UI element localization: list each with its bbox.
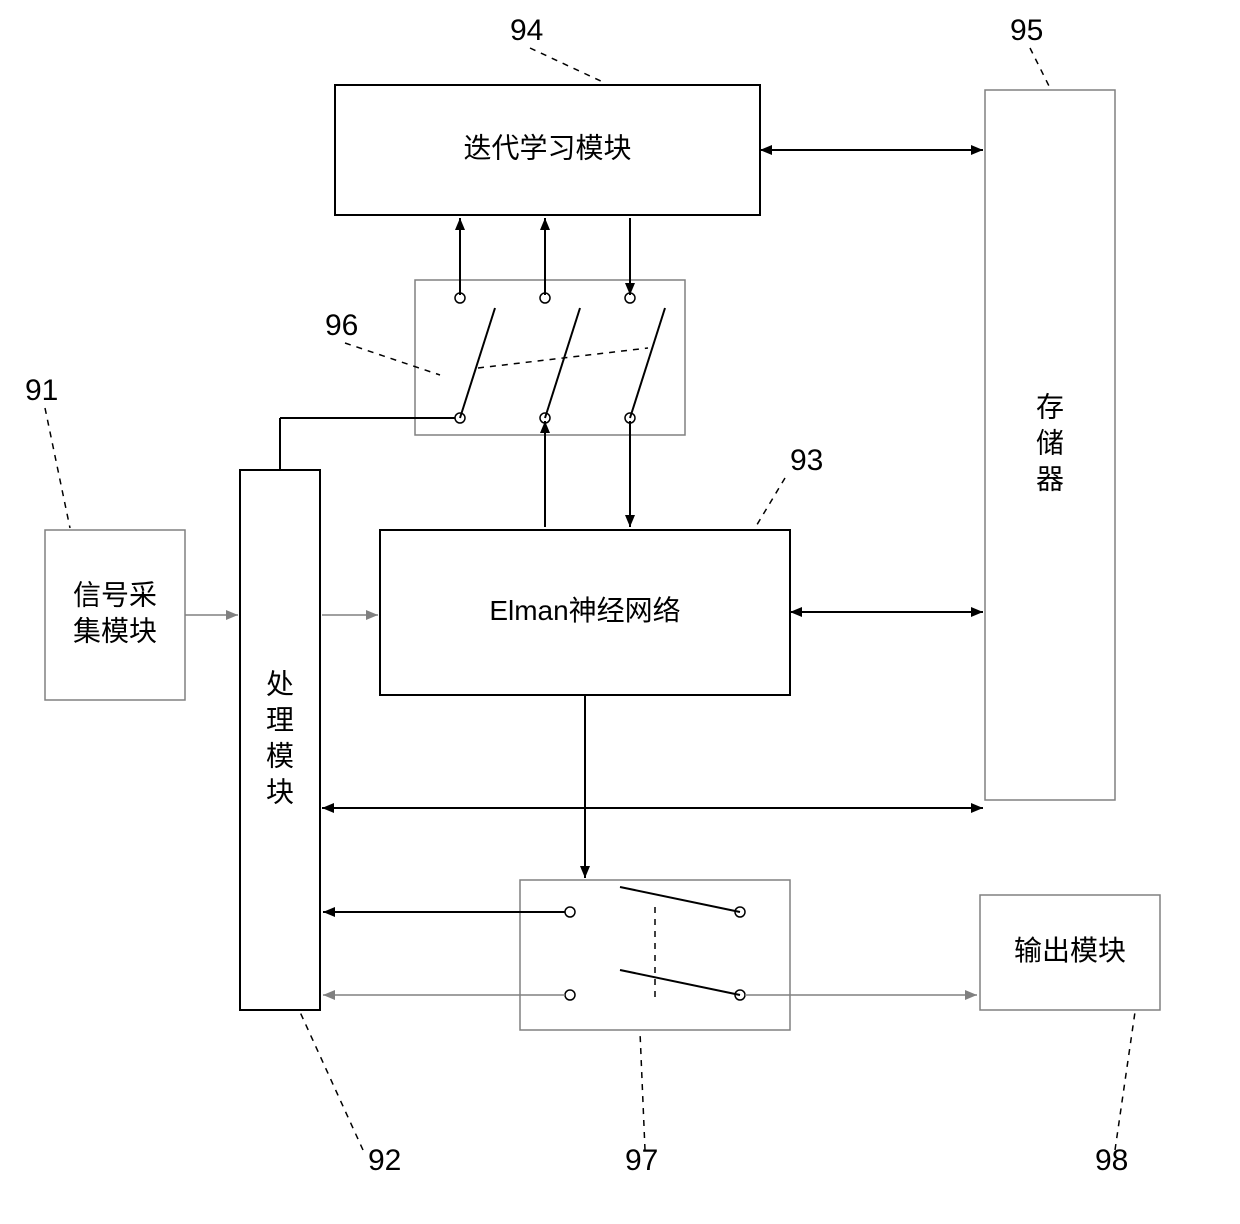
process_module-label-0: 处 (266, 668, 294, 699)
memory_module-label-0: 存 (1036, 391, 1064, 422)
elman_module-label: Elman神经网络 (489, 595, 680, 626)
process_module-label-3: 块 (266, 776, 294, 807)
diagram-canvas: 信号采集模块处理模块 Elman神经网络 迭代学习模块存储器输出模块 91 92 93 94… (0, 0, 1240, 1224)
switch_top (415, 280, 685, 435)
ref-97: 97 (625, 1144, 658, 1177)
process_module-label-1: 理 (266, 704, 294, 735)
process_module-label-2: 模 (266, 740, 294, 771)
iter_module-label: 迭代学习模块 (463, 132, 631, 163)
ref-94: 94 (510, 14, 543, 47)
ref-91: 91 (25, 374, 58, 407)
ref-93: 93 (790, 444, 823, 477)
ref-96: 96 (325, 309, 358, 342)
output_module-label: 输出模块 (1014, 935, 1126, 966)
ref-98: 98 (1095, 1144, 1128, 1177)
memory_module-label-1: 储 (1036, 427, 1064, 458)
signal_module-label-0: 信号采 (73, 579, 157, 610)
signal_module-label-1: 集模块 (73, 615, 157, 646)
memory_module-label-2: 器 (1036, 463, 1064, 494)
ref-95: 95 (1010, 14, 1043, 47)
ref-92: 92 (368, 1144, 401, 1177)
